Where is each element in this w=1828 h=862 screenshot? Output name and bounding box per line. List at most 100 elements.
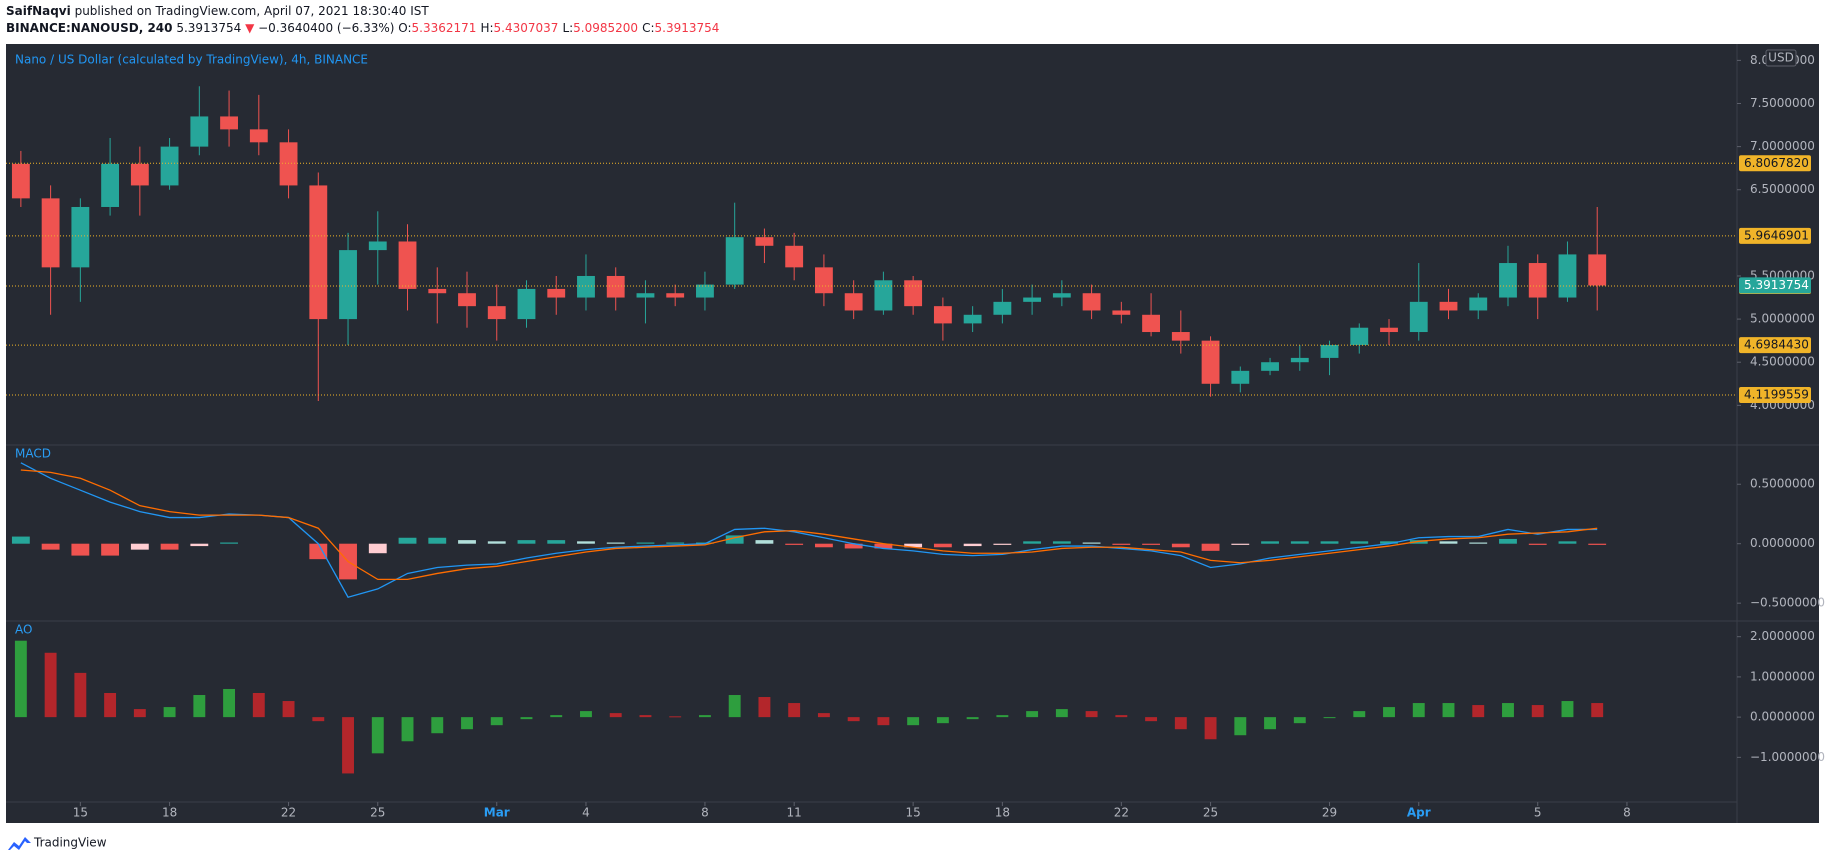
ao-bar: [342, 717, 354, 774]
ao-bar: [1115, 715, 1128, 718]
macd-histogram-bar: [398, 537, 417, 544]
macd-histogram-bar: [1082, 542, 1101, 544]
logo: [8, 837, 31, 850]
candle-body: [398, 241, 417, 289]
macd-histogram-bar: [1499, 538, 1517, 544]
candle-body: [666, 293, 685, 298]
macd-histogram-bar: [1052, 541, 1071, 544]
candle-body: [696, 284, 714, 298]
candle-body: [1052, 293, 1071, 298]
macd-histogram-bar: [1261, 541, 1279, 544]
ao-bar: [1085, 711, 1098, 718]
x-tick-label: 18: [995, 806, 1010, 820]
ao-bar: [461, 717, 473, 730]
candle-body: [1023, 297, 1042, 302]
ao-bar: [1055, 709, 1068, 718]
candle-body: [1439, 301, 1458, 311]
logo-icon: [8, 837, 31, 850]
ao-bar: [1561, 701, 1574, 718]
candle-body: [1469, 297, 1488, 311]
candle-body: [1380, 327, 1398, 333]
macd-histogram-bar: [755, 540, 774, 544]
ao-bar: [1174, 717, 1187, 730]
ao-bar: [1145, 717, 1158, 722]
candle-body: [785, 245, 804, 268]
macd-histogram-bar: [785, 543, 804, 545]
macd-histogram-bar: [1588, 543, 1607, 545]
macd-histogram-bar: [41, 543, 60, 550]
macd-histogram-bar: [1231, 543, 1250, 545]
macd-histogram-bar: [963, 543, 982, 547]
y-tick-label: 1.0000000: [1750, 669, 1815, 683]
macd-histogram-bar: [130, 543, 149, 550]
last-price-tag: [1739, 277, 1811, 294]
candle-body: [844, 293, 863, 311]
y-tick-label: 7.0000000: [1750, 139, 1815, 153]
macd-histogram-bar: [1528, 543, 1547, 545]
candle-body: [71, 206, 90, 268]
y-tick-label: 0.0000000: [1750, 710, 1815, 724]
candle-body: [1142, 314, 1160, 333]
macd-histogram-bar: [220, 542, 238, 544]
y-tick-label: 4.5000000: [1750, 355, 1815, 369]
candle-body: [458, 293, 476, 307]
candle-body: [1290, 357, 1309, 363]
macd-histogram-bar: [814, 543, 833, 548]
macd-histogram-bar: [1469, 542, 1488, 544]
macd-histogram-bar: [636, 542, 655, 544]
ohlc-label: C:: [642, 21, 655, 35]
macd-histogram-bar: [1290, 541, 1309, 544]
candle-body: [993, 301, 1012, 315]
ao-bar: [936, 717, 949, 724]
candle-body: [130, 163, 149, 186]
x-tick-label: Apr: [1407, 806, 1431, 820]
level-tag: [1739, 386, 1811, 403]
x-tick-label: 22: [281, 806, 296, 820]
candle-body: [1201, 340, 1220, 384]
candle-body: [160, 146, 179, 186]
macd-histogram-bar: [458, 540, 476, 544]
candle-body: [309, 185, 328, 320]
level-label: 4.1199559: [1744, 387, 1809, 401]
candle-body: [1261, 362, 1279, 371]
macd-histogram-bar: [1558, 541, 1577, 544]
last-price-label: 5.3913754: [1744, 278, 1809, 292]
candle-body: [606, 275, 625, 298]
candle-body: [1588, 254, 1607, 286]
macd-histogram-bar: [547, 540, 566, 544]
ao-bar: [312, 717, 325, 722]
macd-histogram-bar: [309, 543, 328, 560]
ao-bar: [163, 707, 176, 718]
ao-bar: [847, 717, 860, 722]
macd-histogram-bar: [577, 541, 595, 544]
level-label: 6.8067820: [1744, 156, 1809, 170]
y-tick-label: 7.5000000: [1750, 96, 1815, 110]
ao-bar: [133, 709, 146, 718]
candle-body: [814, 267, 833, 294]
ao-bar: [193, 695, 206, 718]
ao-bar: [282, 701, 295, 718]
ao-bar: [907, 717, 920, 726]
candle-body: [1231, 370, 1250, 384]
symbol: BINANCE:NANOUSD, 240: [6, 21, 173, 35]
ao-bar: [490, 717, 503, 726]
candle-body: [1112, 310, 1131, 315]
ao-bar: [44, 652, 57, 718]
macd-histogram-bar: [1380, 541, 1398, 544]
x-tick-label: 15: [73, 806, 88, 820]
ao-bar: [817, 713, 830, 718]
ao-bar: [1204, 717, 1217, 740]
macd-histogram-bar: [517, 540, 536, 544]
candle-body: [577, 275, 595, 298]
ao-bar: [1591, 703, 1604, 718]
macd-histogram-bar: [428, 537, 447, 544]
ohlc-label: O:: [398, 21, 412, 35]
ao-bar: [1502, 703, 1514, 718]
ao-bar: [74, 672, 87, 718]
macd-histogram-bar: [666, 542, 685, 544]
x-tick-label: 29: [1322, 806, 1337, 820]
x-tick-label: 5: [1534, 806, 1542, 820]
candle-body: [1171, 332, 1190, 341]
candle-body: [755, 237, 774, 246]
candle-body: [190, 116, 209, 147]
